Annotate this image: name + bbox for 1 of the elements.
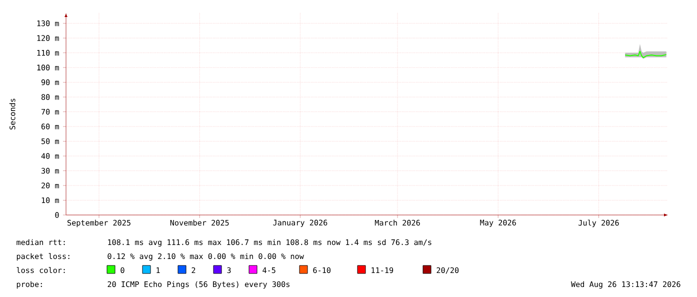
line-series — [624, 50, 667, 58]
